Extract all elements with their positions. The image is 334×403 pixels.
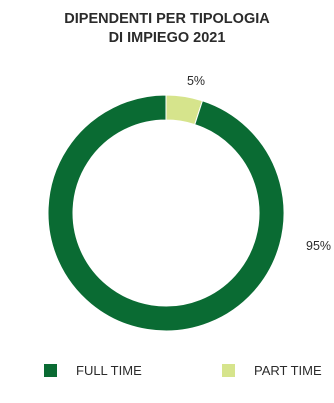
legend-item-full-time: FULL TIME (44, 360, 142, 380)
chart-title-line-2: DI IMPIEGO 2021 (108, 30, 226, 46)
donut-slice-full-time (47, 94, 285, 332)
chart-title: DIPENDENTI PER TIPOLOGIA DI IMPIEGO 2021 (0, 10, 334, 48)
chart-title-line-1: DIPENDENTI PER TIPOLOGIA (64, 11, 270, 27)
data-label-full-time: 95% (306, 239, 331, 253)
legend-swatch-full-time (44, 363, 57, 377)
data-label-part-time: 5% (187, 74, 205, 88)
legend-label-part-time: PART TIME (254, 362, 322, 378)
legend-item-part-time: PART TIME (222, 360, 322, 380)
chart-legend: FULL TIME PART TIME (0, 360, 334, 380)
legend-swatch-part-time (222, 363, 235, 377)
legend-label-full-time: FULL TIME (76, 362, 142, 378)
